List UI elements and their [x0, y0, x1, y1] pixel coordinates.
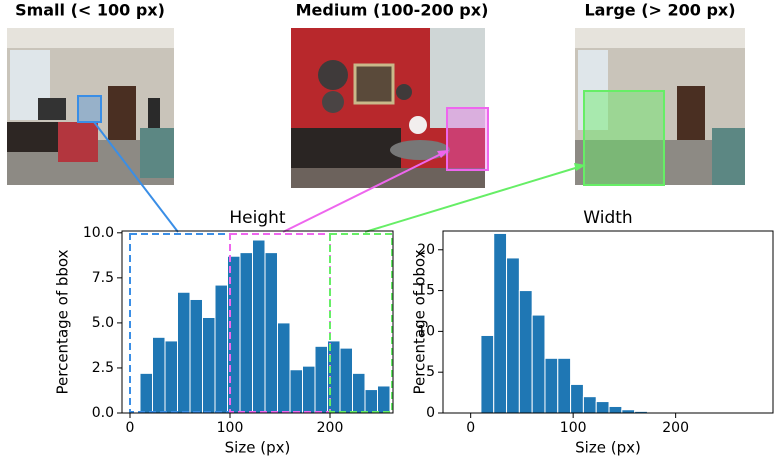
bar — [252, 239, 266, 414]
y-axis-label: Percentage of bbox — [54, 249, 72, 394]
plot-frame — [442, 230, 774, 414]
y-tick-label: 10 — [417, 323, 435, 339]
plot-frame — [121, 230, 394, 414]
bar — [608, 405, 623, 414]
bar — [139, 372, 153, 414]
bar — [506, 257, 520, 414]
arrow — [93, 121, 179, 233]
x-tick-label: 0 — [466, 420, 475, 436]
bar — [314, 345, 328, 414]
x-tick-label: 100 — [217, 420, 244, 436]
photo-medium — [291, 28, 489, 188]
arrow — [364, 165, 583, 233]
bar — [239, 252, 253, 414]
arrowhead — [574, 163, 586, 171]
y-tick-label: 7.5 — [92, 270, 114, 286]
chart-title: Height — [229, 208, 286, 228]
y-tick-label: 10.0 — [83, 225, 114, 241]
bar — [364, 389, 378, 414]
connectors — [93, 121, 586, 233]
y-tick-label: 0.0 — [92, 405, 114, 421]
arrowhead — [437, 150, 449, 158]
bar — [214, 284, 228, 414]
y-tick-label: 2.5 — [92, 360, 114, 376]
x-axis-label: Size (px) — [575, 439, 641, 457]
arrow — [282, 151, 446, 233]
chart-title: Width — [583, 208, 632, 228]
photo-small — [7, 28, 174, 185]
x-tick-label: 200 — [317, 420, 344, 436]
bar — [289, 369, 303, 414]
bar — [164, 340, 178, 414]
x-tick-label: 200 — [662, 420, 689, 436]
panel-title: Medium (100-200 px) — [296, 1, 489, 20]
y-tick-label: 20 — [417, 242, 435, 258]
y-axis-label: Percentage of bbox — [411, 249, 429, 394]
bar — [544, 357, 559, 414]
y-tick-label: 0 — [426, 405, 435, 421]
x-tick-label: 100 — [560, 420, 587, 436]
bar — [152, 336, 166, 414]
bar — [493, 232, 508, 414]
bar — [264, 252, 278, 414]
y-tick-label: 15 — [417, 283, 435, 299]
size-range — [329, 233, 393, 413]
bar — [582, 396, 597, 414]
bar — [595, 401, 610, 414]
y-tick-label: 5.0 — [92, 315, 114, 331]
panel-title: Small (< 100 px) — [15, 1, 165, 20]
bar — [177, 291, 191, 414]
bar — [377, 385, 391, 414]
bar — [570, 383, 584, 414]
bar — [277, 322, 291, 414]
x-axis-label: Size (px) — [225, 439, 291, 457]
bar — [202, 316, 216, 414]
bar — [339, 347, 353, 414]
bar — [557, 357, 572, 414]
x-tick-label: 0 — [126, 420, 135, 436]
bar — [189, 298, 203, 414]
bar — [302, 365, 316, 414]
bar — [480, 334, 495, 414]
bar — [531, 314, 546, 414]
photo-large — [575, 28, 745, 186]
bar — [518, 290, 533, 414]
bar — [352, 372, 366, 414]
y-tick-label: 5 — [426, 364, 435, 380]
panel-title: Large (> 200 px) — [584, 1, 735, 20]
